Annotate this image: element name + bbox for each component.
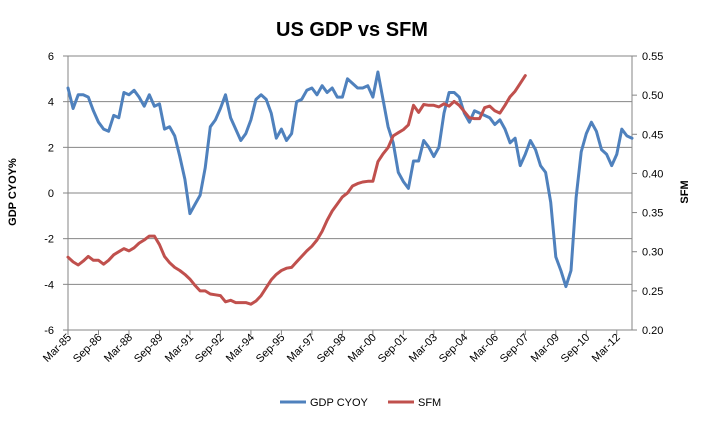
x-tick-label: Mar-00 <box>346 332 379 365</box>
x-tick-label: Sep-98 <box>315 332 349 366</box>
y2-tick-label: 0.30 <box>642 247 663 259</box>
x-tick-label: Mar-97 <box>285 332 318 365</box>
x-tick-label: Mar-91 <box>163 332 196 365</box>
x-tick-label: Mar-88 <box>102 332 135 365</box>
y2-tick-label: 0.25 <box>642 286 663 298</box>
x-tick-label: Mar-06 <box>468 332 501 365</box>
x-tick-label: Sep-04 <box>437 332 471 366</box>
series-lines <box>66 70 634 306</box>
gridlines <box>68 55 632 331</box>
y2-tick-label: 0.40 <box>642 168 663 180</box>
chart-title: US GDP vs SFM <box>276 19 428 41</box>
y-tick-label: 2 <box>48 142 54 154</box>
x-tick-label: Sep-07 <box>498 332 532 366</box>
x-tick-label: Sep-89 <box>132 332 166 366</box>
legend: GDP CYOY SFM <box>280 397 441 409</box>
x-tick-label: Mar-12 <box>590 332 623 365</box>
y-axis-label: GDP CYOY% <box>7 158 19 226</box>
axes <box>63 55 637 335</box>
y-tick-label: 6 <box>48 51 54 63</box>
y2-tick-label: 0.35 <box>642 208 663 220</box>
legend-label-gdp-cyoy: GDP CYOY <box>310 397 369 409</box>
y2-tick-label: 0.55 <box>642 51 663 63</box>
x-tick-label: Sep-10 <box>559 332 593 366</box>
legend-label-sfm: SFM <box>418 397 441 409</box>
y2-axis-label: SFM <box>679 180 691 203</box>
y-tick-label: -2 <box>44 234 54 246</box>
x-tick-label: Mar-94 <box>224 332 257 365</box>
y-tick-label: -4 <box>44 279 54 291</box>
series-line-gdp-cyoy <box>66 70 634 289</box>
y2-tick-label: 0.50 <box>642 90 663 102</box>
x-tick-label: Sep-86 <box>71 332 105 366</box>
x-tick-label: Sep-95 <box>254 332 288 366</box>
y2-tick-label: 0.20 <box>642 325 663 337</box>
y-tick-label: -6 <box>44 325 54 337</box>
y-tick-label: 4 <box>48 97 54 109</box>
series-line-sfm <box>66 74 527 306</box>
x-tick-label: Mar-09 <box>529 332 562 365</box>
y-tick-label: 0 <box>48 188 54 200</box>
tick-labels: 6 4 2 0 -2 -4 -6 0.55 0.50 0.45 0.40 0.35 0.30 0.25 0.… <box>41 51 663 365</box>
x-tick-label: Mar-03 <box>407 332 440 365</box>
y2-tick-label: 0.45 <box>642 129 663 141</box>
x-tick-label: Sep-92 <box>193 332 227 366</box>
x-tick-label: Sep-01 <box>376 332 410 366</box>
